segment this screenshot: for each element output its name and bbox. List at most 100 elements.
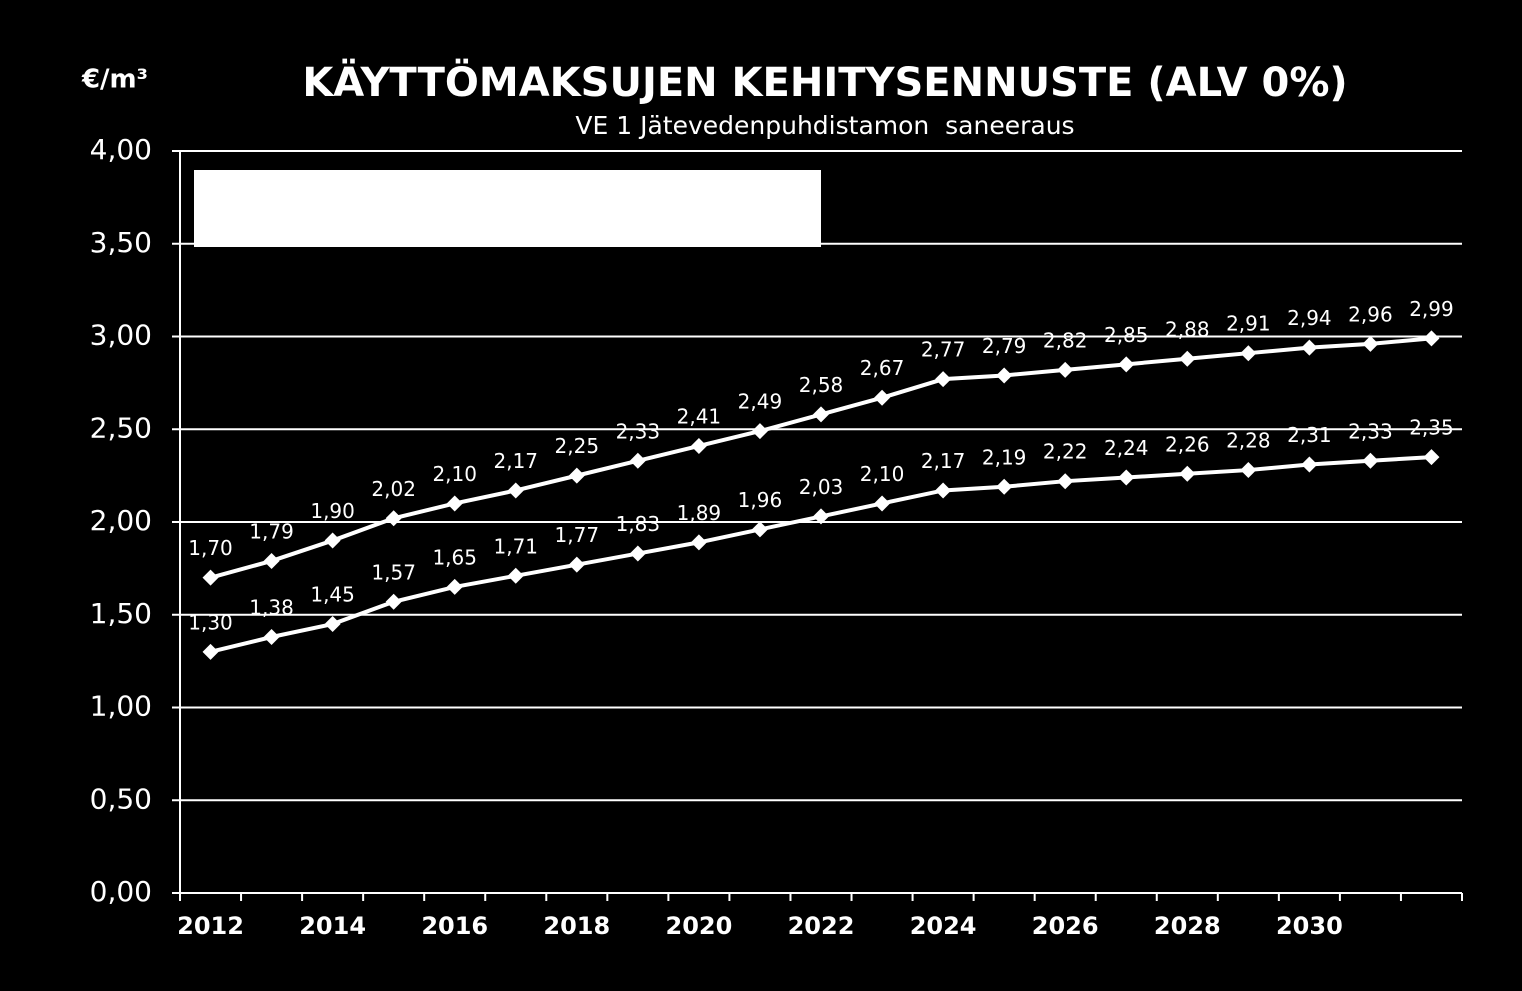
x-tick-label: 2028 xyxy=(1154,912,1221,940)
data-point xyxy=(1057,473,1074,490)
data-label: 1,89 xyxy=(677,501,722,525)
data-label: 1,65 xyxy=(432,545,477,569)
data-point xyxy=(324,616,341,633)
data-point xyxy=(1057,361,1074,378)
data-label: 2,17 xyxy=(921,449,966,473)
y-tick-label: 1,00 xyxy=(90,690,152,723)
data-label: 1,96 xyxy=(738,488,783,512)
data-label: 2,17 xyxy=(493,449,538,473)
data-label: 1,90 xyxy=(310,499,355,523)
data-label: 1,30 xyxy=(188,610,233,634)
data-point xyxy=(1301,456,1318,473)
data-point xyxy=(935,482,952,499)
x-tick-label: 2030 xyxy=(1276,912,1343,940)
data-label: 2,67 xyxy=(860,356,905,380)
data-point xyxy=(263,552,280,569)
data-label: 2,77 xyxy=(921,338,966,362)
data-point xyxy=(874,495,891,512)
x-tick-label: 2016 xyxy=(421,912,488,940)
data-point xyxy=(324,532,341,549)
data-label: 2,88 xyxy=(1165,317,1210,341)
data-point xyxy=(1423,449,1440,466)
data-label: 2,19 xyxy=(982,445,1027,469)
y-tick-label: 3,00 xyxy=(90,319,152,352)
data-label: 1,71 xyxy=(493,534,538,558)
data-label: 2,22 xyxy=(1043,440,1088,464)
x-tick-label: 2018 xyxy=(543,912,610,940)
y-tick-label: 0,00 xyxy=(90,875,152,908)
data-label: 2,02 xyxy=(371,477,416,501)
data-label: 2,99 xyxy=(1409,297,1454,321)
data-label: 1,83 xyxy=(616,512,661,536)
data-label: 2,03 xyxy=(799,475,844,499)
chart-subtitle: VE 1 Jätevedenpuhdistamon saneeraus xyxy=(575,111,1074,140)
x-tick-label: 2024 xyxy=(910,912,977,940)
data-point xyxy=(1301,339,1318,356)
data-label: 2,10 xyxy=(860,462,905,486)
data-point xyxy=(1118,469,1135,486)
data-label: 2,26 xyxy=(1165,432,1210,456)
data-point xyxy=(385,593,402,610)
x-tick-label: 2014 xyxy=(299,912,366,940)
blank-legend-box xyxy=(194,170,821,247)
y-axis-label: €/m³ xyxy=(81,65,148,95)
data-label: 2,28 xyxy=(1226,429,1271,453)
data-point xyxy=(507,567,524,584)
y-tick-label: 0,50 xyxy=(90,782,152,815)
data-label: 2,85 xyxy=(1104,323,1149,347)
data-label: 2,91 xyxy=(1226,312,1271,336)
data-label: 1,79 xyxy=(249,519,294,543)
data-point xyxy=(202,643,219,660)
data-point xyxy=(1179,350,1196,367)
data-point xyxy=(629,452,646,469)
data-point xyxy=(935,371,952,388)
y-tick-label: 4,00 xyxy=(90,133,152,166)
data-point xyxy=(996,478,1013,495)
data-label: 1,77 xyxy=(555,523,600,547)
data-point xyxy=(629,545,646,562)
data-point xyxy=(263,629,280,646)
data-point xyxy=(690,534,707,551)
y-tick-label: 2,50 xyxy=(90,411,152,444)
data-point xyxy=(690,437,707,454)
data-point xyxy=(1362,452,1379,469)
data-point xyxy=(385,510,402,527)
data-point xyxy=(202,569,219,586)
data-label: 1,45 xyxy=(310,583,355,607)
data-point xyxy=(1240,345,1257,362)
data-point xyxy=(446,578,463,595)
data-point xyxy=(568,467,585,484)
data-label: 1,57 xyxy=(371,560,416,584)
data-point xyxy=(568,556,585,573)
data-point xyxy=(1118,356,1135,373)
data-label: 2,82 xyxy=(1043,328,1088,352)
data-label: 2,24 xyxy=(1104,436,1149,460)
data-point xyxy=(751,521,768,538)
x-tick-label: 2022 xyxy=(788,912,855,940)
data-point xyxy=(813,508,829,525)
y-tick-label: 2,00 xyxy=(90,504,152,537)
data-label: 2,35 xyxy=(1409,416,1454,440)
data-point xyxy=(874,389,891,406)
data-point xyxy=(813,406,829,423)
data-label: 2,10 xyxy=(432,462,477,486)
chart-title: KÄYTTÖMAKSUJEN KEHITYSENNUSTE (ALV 0%) xyxy=(302,58,1347,106)
plot-area: 0,00 0,50 1,00 1,50 2,00 2,50 3,00 3,50 4,00 2012… xyxy=(90,133,1463,940)
data-point xyxy=(996,367,1013,384)
data-point xyxy=(1362,335,1379,352)
data-point xyxy=(1179,465,1196,482)
x-tick-label: 2020 xyxy=(666,912,733,940)
data-label: 2,33 xyxy=(616,419,661,443)
data-label: 2,58 xyxy=(799,373,844,397)
data-point xyxy=(1423,330,1440,347)
data-label: 2,41 xyxy=(677,404,722,428)
data-point xyxy=(751,423,768,440)
data-point xyxy=(507,482,524,499)
data-label: 2,33 xyxy=(1348,419,1393,443)
data-label: 1,38 xyxy=(249,596,294,620)
data-label: 2,96 xyxy=(1348,302,1393,326)
y-tick-label: 1,50 xyxy=(90,597,152,630)
